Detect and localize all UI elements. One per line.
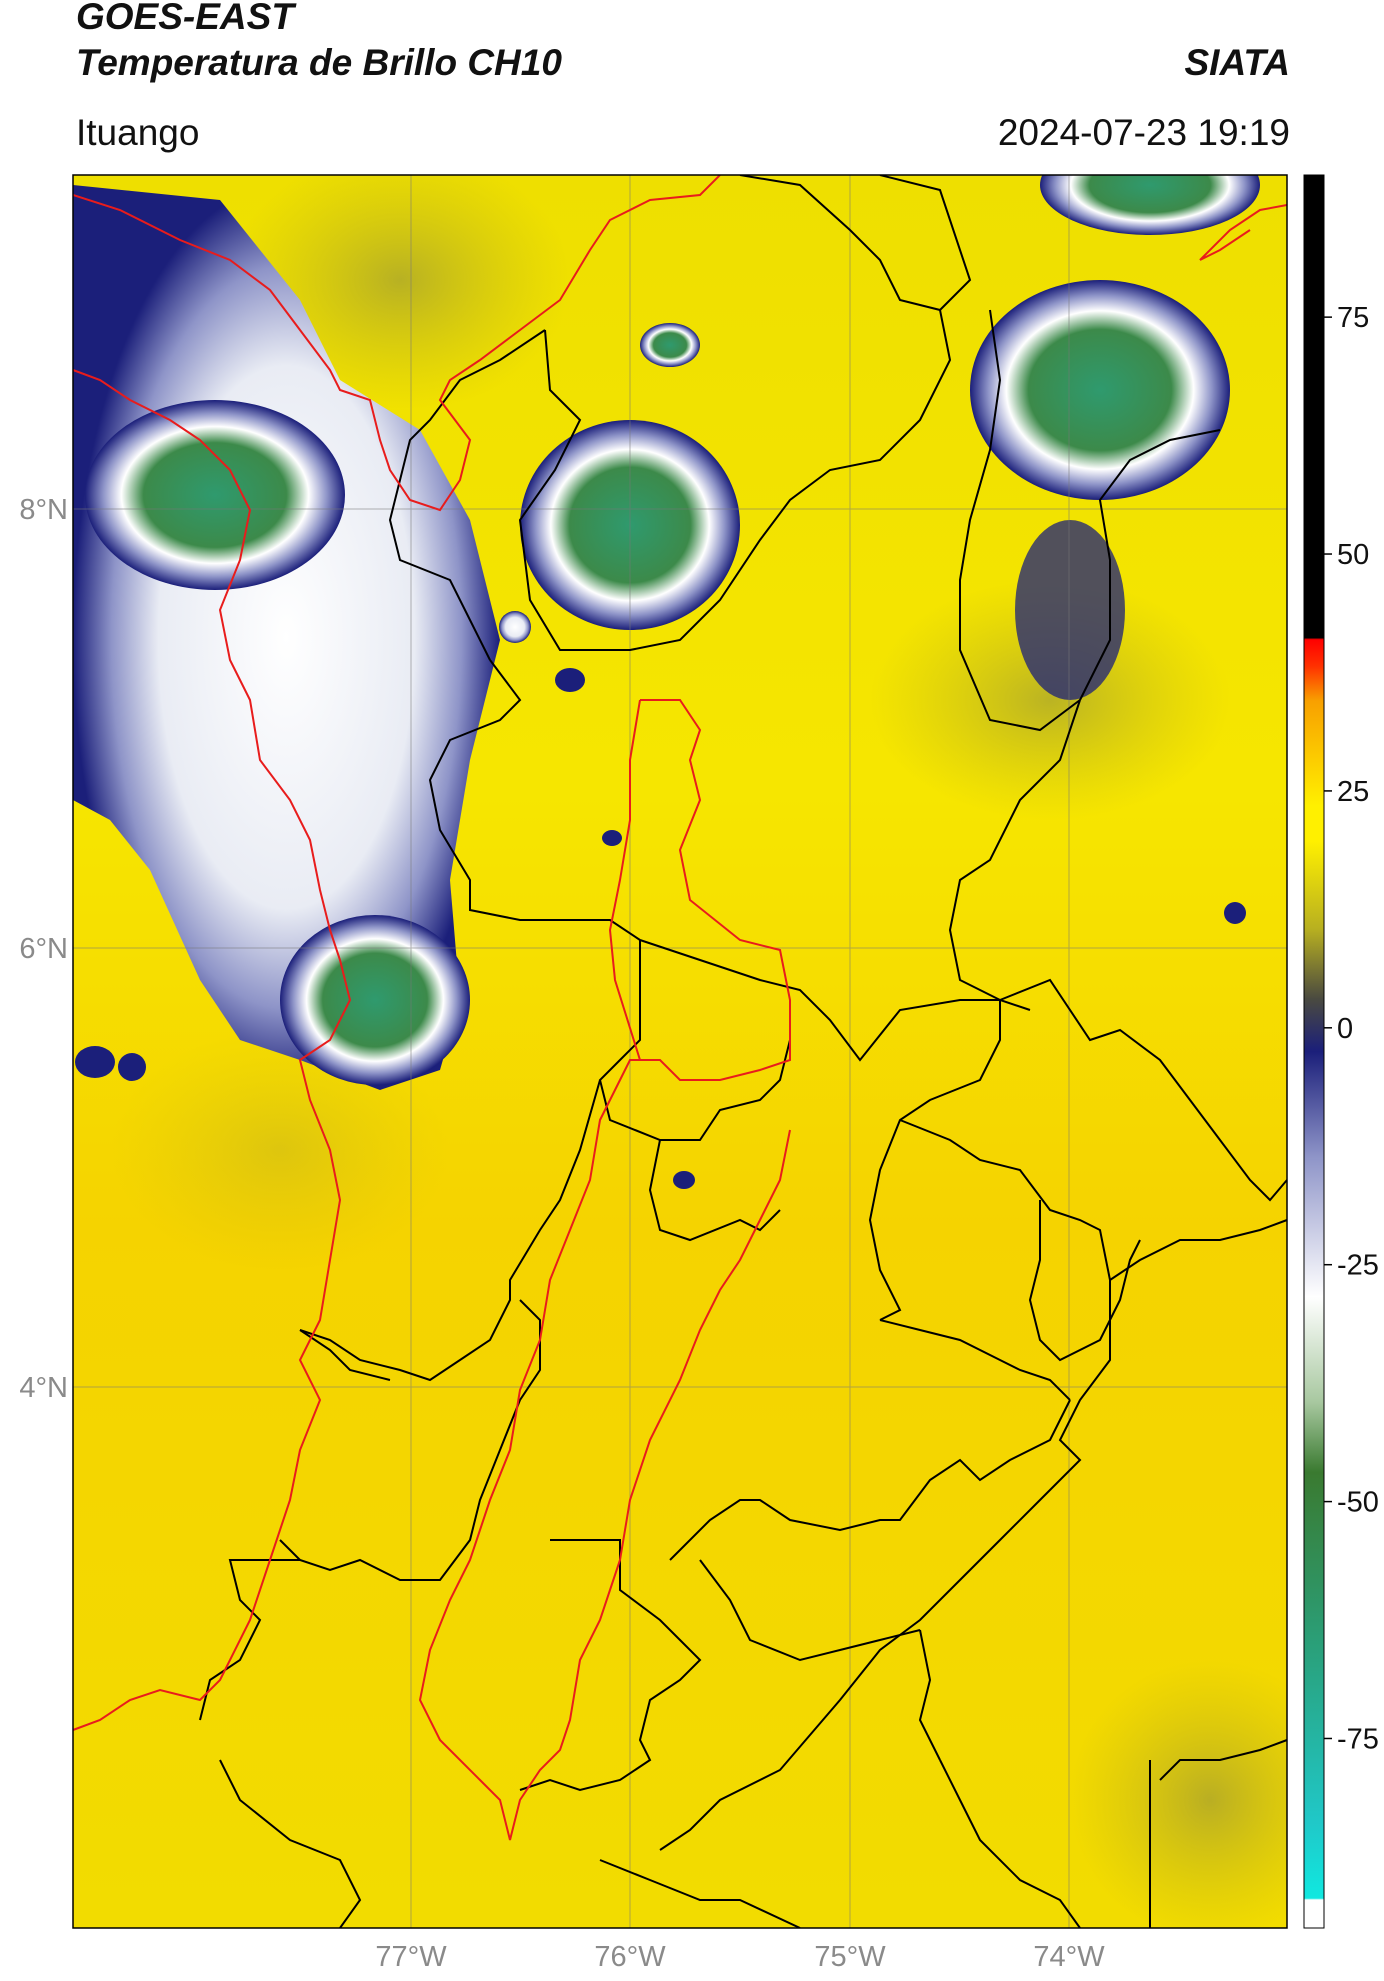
datetime-label: 2024-07-23 19:19 bbox=[997, 112, 1290, 153]
lat-label: 4°N bbox=[19, 1372, 68, 1404]
cloud-cell bbox=[673, 1171, 695, 1189]
cloud-cell bbox=[75, 1046, 115, 1078]
cloud-cell bbox=[640, 323, 700, 367]
colorbar-scale bbox=[1303, 174, 1325, 1929]
colorbar-tick-label: -25 bbox=[1337, 1250, 1379, 1282]
lat-label: 6°N bbox=[19, 933, 68, 965]
cloud-core bbox=[85, 400, 345, 590]
lon-label: 77°W bbox=[375, 1941, 447, 1973]
colorbar: 75 50 25 0 -25 -50 -75 bbox=[1303, 174, 1379, 1929]
colorbar-tick-label: 0 bbox=[1337, 1013, 1353, 1045]
lon-label: 76°W bbox=[594, 1941, 666, 1973]
admin-borders bbox=[199, 175, 1287, 1928]
organization-label: SIATA bbox=[1184, 42, 1290, 83]
cloud-core bbox=[970, 280, 1230, 500]
graticule bbox=[73, 175, 1287, 1928]
mid-cloud-haze bbox=[1070, 1660, 1287, 1928]
lon-label: 74°W bbox=[1033, 1941, 1105, 1973]
colorbar-tick-label: -50 bbox=[1337, 1487, 1379, 1519]
cloud-core bbox=[280, 915, 470, 1085]
cloud-cell bbox=[555, 668, 585, 692]
map-frame bbox=[72, 174, 1288, 1929]
mid-cloud-haze bbox=[110, 1030, 450, 1270]
cloud-cell bbox=[118, 1053, 146, 1081]
map-area bbox=[73, 175, 1287, 1928]
colorbar-tick-label: 50 bbox=[1337, 539, 1369, 571]
colorbar-ticks: 75 50 25 0 -25 -50 -75 bbox=[1324, 302, 1379, 1755]
cloud-band bbox=[1015, 520, 1125, 700]
product-title: Temperatura de Brillo CH10 bbox=[76, 42, 562, 83]
colorbar-tick-label: 75 bbox=[1337, 302, 1369, 334]
colorbar-tick-label: -75 bbox=[1337, 1723, 1379, 1755]
latitude-labels: 8°N 6°N 4°N bbox=[19, 494, 68, 1404]
lat-label: 8°N bbox=[19, 494, 68, 526]
cloud-cell bbox=[602, 830, 622, 846]
red-boundaries bbox=[73, 175, 1287, 1841]
colorbar-tick-label: 25 bbox=[1337, 776, 1369, 808]
cloud-core bbox=[1040, 175, 1260, 235]
cloud-cell bbox=[1224, 902, 1246, 924]
satellite-title: GOES-EAST bbox=[76, 0, 294, 37]
cloud-cell bbox=[499, 611, 531, 643]
location-label: Ituango bbox=[76, 112, 200, 153]
longitude-labels: 77°W 76°W 75°W 74°W bbox=[375, 1941, 1105, 1973]
lon-label: 75°W bbox=[814, 1941, 886, 1973]
